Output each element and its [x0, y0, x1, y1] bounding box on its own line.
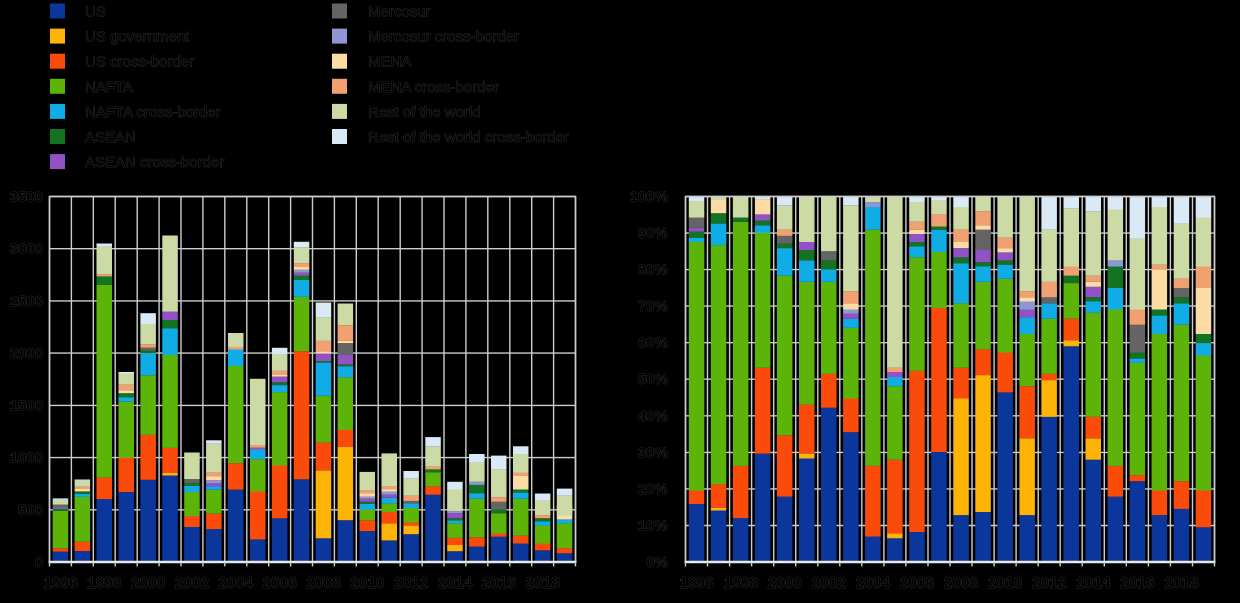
svg-text:2500: 2500	[10, 293, 43, 310]
svg-text:1996: 1996	[43, 575, 78, 592]
svg-text:2000: 2000	[767, 575, 801, 592]
svg-text:1000: 1000	[10, 450, 43, 467]
svg-text:2014: 2014	[438, 575, 473, 592]
svg-text:US government: US government	[85, 29, 190, 46]
svg-text:0%: 0%	[646, 554, 668, 571]
svg-text:2006: 2006	[262, 575, 297, 592]
svg-text:Mercosur cross-border: Mercosur cross-border	[368, 29, 519, 46]
svg-text:80%: 80%	[638, 262, 668, 279]
svg-text:20%: 20%	[638, 481, 668, 498]
svg-text:2000: 2000	[10, 345, 43, 362]
svg-text:70%: 70%	[638, 298, 668, 315]
svg-text:30%: 30%	[638, 444, 668, 461]
svg-text:60%: 60%	[638, 335, 668, 352]
svg-text:1998: 1998	[87, 575, 122, 592]
svg-text:ASEAN: ASEAN	[85, 129, 136, 146]
svg-text:2014: 2014	[1076, 575, 1111, 592]
svg-text:US cross-border: US cross-border	[85, 54, 194, 71]
svg-text:3500: 3500	[10, 189, 43, 206]
svg-text:2000: 2000	[131, 575, 165, 592]
svg-text:40%: 40%	[638, 408, 668, 425]
svg-text:90%: 90%	[638, 225, 668, 242]
svg-text:50%: 50%	[638, 371, 668, 388]
svg-text:1500: 1500	[10, 397, 43, 414]
svg-text:2004: 2004	[219, 575, 254, 592]
svg-text:0: 0	[35, 554, 43, 571]
svg-text:Mercosur: Mercosur	[368, 4, 431, 21]
svg-text:2018: 2018	[525, 575, 560, 592]
svg-text:1998: 1998	[723, 575, 758, 592]
svg-text:2016: 2016	[1120, 575, 1155, 592]
svg-text:3000: 3000	[10, 241, 43, 258]
svg-text:MENA cross-border: MENA cross-border	[368, 79, 499, 96]
svg-text:MENA: MENA	[368, 54, 411, 71]
svg-text:1996: 1996	[679, 575, 714, 592]
svg-text:2008: 2008	[944, 575, 979, 592]
svg-text:NAFTA cross-border: NAFTA cross-border	[85, 104, 221, 121]
svg-text:ASEAN cross-border: ASEAN cross-border	[85, 154, 224, 171]
svg-text:2008: 2008	[306, 575, 341, 592]
svg-text:2018: 2018	[1164, 575, 1199, 592]
svg-text:Rest of the world: Rest of the world	[368, 104, 481, 121]
svg-text:US: US	[85, 4, 106, 21]
svg-text:2016: 2016	[482, 575, 517, 592]
svg-text:NAFTA: NAFTA	[85, 79, 133, 96]
svg-text:100%: 100%	[630, 189, 668, 206]
svg-text:10%: 10%	[638, 518, 668, 535]
svg-text:2004: 2004	[856, 575, 891, 592]
svg-text:2002: 2002	[812, 575, 846, 592]
svg-text:2012: 2012	[394, 575, 428, 592]
svg-text:2006: 2006	[900, 575, 935, 592]
svg-text:2002: 2002	[175, 575, 209, 592]
svg-text:2010: 2010	[988, 575, 1022, 592]
svg-text:2012: 2012	[1032, 575, 1066, 592]
svg-text:2010: 2010	[350, 575, 384, 592]
svg-text:Rest of the world cross-border: Rest of the world cross-border	[368, 129, 569, 146]
svg-text:500: 500	[18, 502, 43, 519]
